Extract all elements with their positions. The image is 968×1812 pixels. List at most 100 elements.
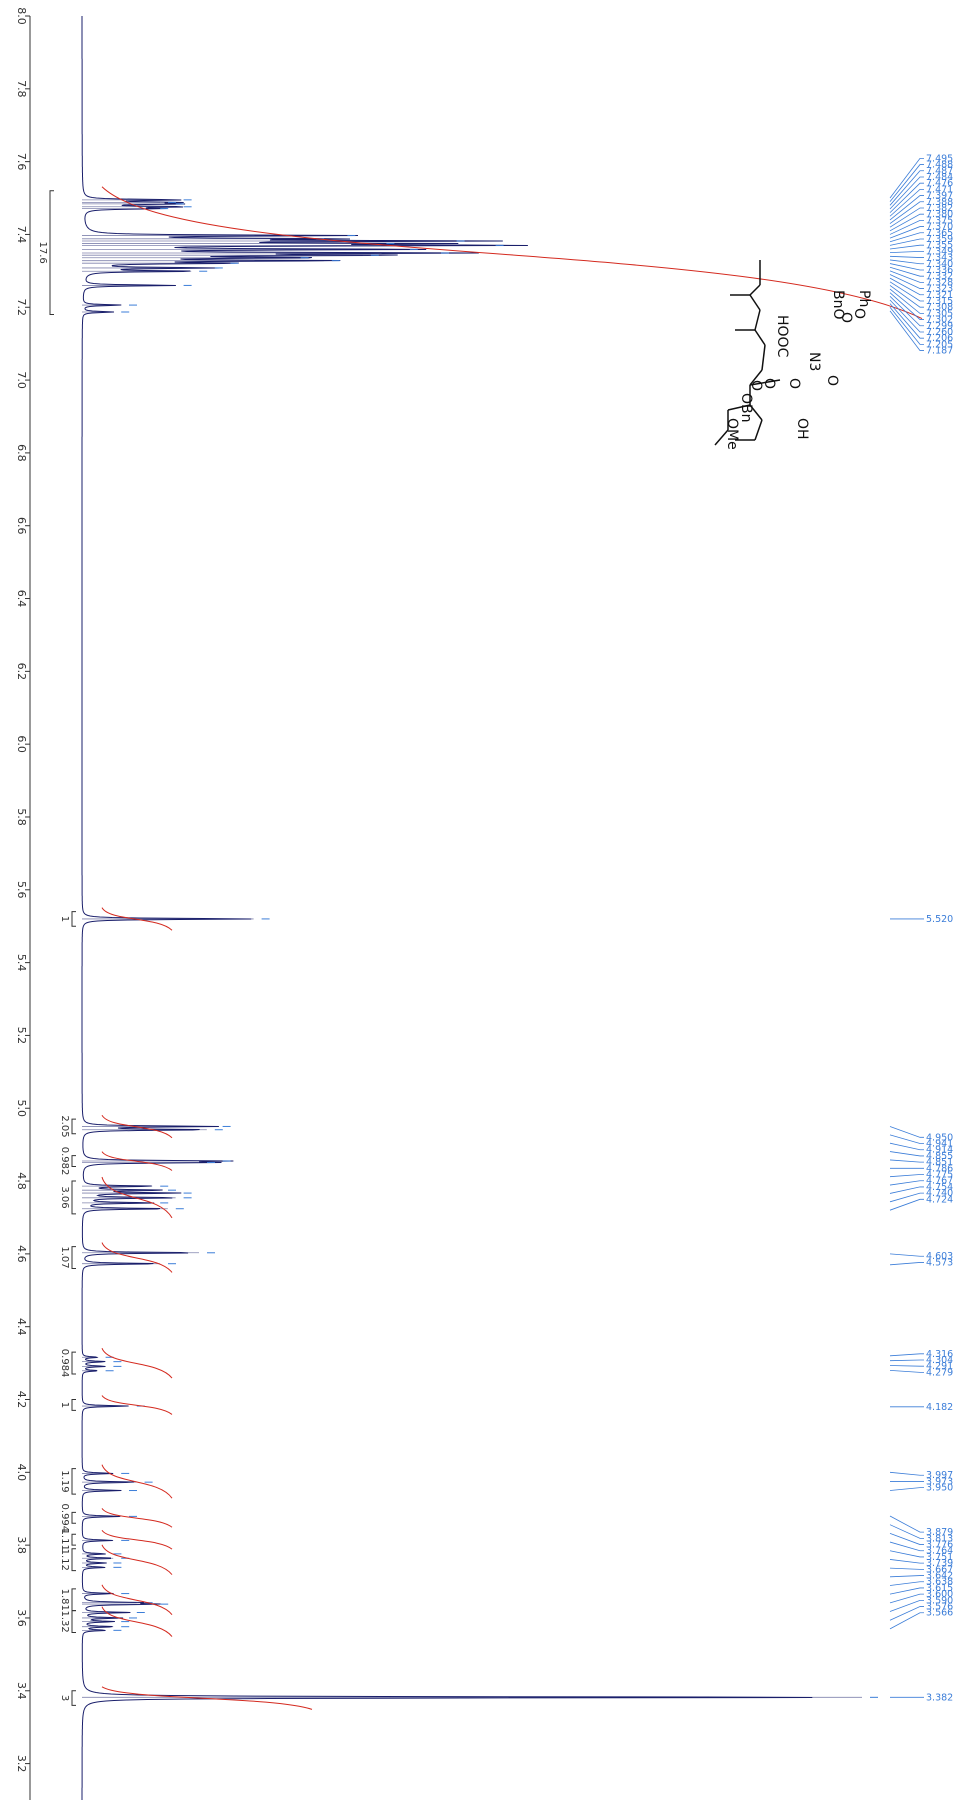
peak-leader bbox=[889, 263, 924, 271]
peak-leader bbox=[889, 1126, 924, 1138]
tick-label: 6.8 bbox=[15, 444, 28, 462]
peak-leader bbox=[889, 1524, 924, 1539]
peak-label: 3.615 bbox=[926, 1583, 953, 1594]
peak-leader bbox=[889, 1359, 924, 1362]
peak-label: 7.382 bbox=[926, 203, 953, 214]
peak-label: 7.302 bbox=[926, 315, 953, 326]
integral-curve bbox=[101, 186, 923, 319]
peak-leader bbox=[889, 1606, 924, 1621]
structure-label: O bbox=[786, 378, 802, 389]
structure-label: OH bbox=[794, 418, 810, 440]
peak-label: 3.739 bbox=[926, 1558, 953, 1569]
integral-value: 17.6 bbox=[37, 242, 48, 264]
ppm-axis: 8.0 7.8 7.6 7.4 7.2 7.0 6.8 6.6 6.4 6.2 6.0 5.8 5.6 5… bbox=[15, 7, 31, 1800]
peak-label: 7.328 bbox=[926, 277, 953, 288]
integral-curve bbox=[101, 1606, 173, 1637]
integral-bracket bbox=[71, 1246, 76, 1269]
integral-value: 0.994 bbox=[59, 1504, 70, 1533]
structure-label: Ph bbox=[856, 290, 872, 307]
integral-value: 3.06 bbox=[59, 1186, 70, 1208]
peak-leader bbox=[889, 307, 924, 345]
peak-label: 4.851 bbox=[926, 1157, 953, 1168]
peak-leader bbox=[889, 310, 924, 351]
peak-leader bbox=[889, 1151, 924, 1157]
peak-label: 3.973 bbox=[926, 1476, 953, 1487]
peak-leader bbox=[889, 219, 924, 235]
structure-label: O bbox=[838, 312, 854, 323]
peak-label: 7.323 bbox=[926, 284, 953, 295]
integral-value: 1.07 bbox=[59, 1246, 70, 1268]
peak-label: 3.776 bbox=[926, 1540, 953, 1551]
peak-leader bbox=[889, 238, 924, 246]
peak-label: 4.950 bbox=[926, 1132, 953, 1143]
integral-curve bbox=[101, 1395, 173, 1415]
peak-leader bbox=[889, 1533, 924, 1545]
peak-leader bbox=[889, 1559, 924, 1564]
peak-leader bbox=[889, 1142, 924, 1151]
peak-leader bbox=[889, 1365, 924, 1367]
peak-label: 7.187 bbox=[926, 346, 953, 357]
peak-leader bbox=[889, 1471, 924, 1476]
peak-label: 7.205 bbox=[926, 339, 953, 350]
tick-label: 6.0 bbox=[15, 735, 28, 753]
peak-label: 3.879 bbox=[926, 1527, 953, 1538]
structure-label: BnO bbox=[830, 290, 846, 320]
tick-label: 5.0 bbox=[15, 1099, 28, 1117]
tick-label: 3.4 bbox=[15, 1682, 28, 1700]
peak-label: 7.299 bbox=[926, 321, 953, 332]
integral-value: 1 bbox=[59, 916, 70, 922]
peak-leader bbox=[889, 299, 924, 333]
peak-label: 4.724 bbox=[926, 1194, 953, 1205]
integral-curve bbox=[101, 1544, 173, 1575]
peak-leader bbox=[889, 285, 924, 308]
peak-label: 3.667 bbox=[926, 1564, 953, 1575]
integral-value: 1.32 bbox=[59, 1610, 70, 1632]
peak-leader bbox=[889, 259, 924, 265]
peak-leader bbox=[889, 1180, 924, 1186]
integral-bracket bbox=[71, 1399, 76, 1411]
tick-label: 6.6 bbox=[15, 517, 28, 535]
tick-label: 7.8 bbox=[15, 80, 28, 98]
integral-bracket bbox=[71, 1351, 76, 1375]
peak-leader bbox=[889, 188, 924, 217]
tick-label: 7.0 bbox=[15, 371, 28, 389]
peak-leader bbox=[889, 250, 924, 254]
integral-curves bbox=[101, 186, 923, 1710]
integral-value: 2.05 bbox=[59, 1115, 70, 1137]
chemical-structure: Ph O O BnO N3 O O HOOC O OH OBn O OMe bbox=[714, 260, 872, 450]
peak-leader bbox=[889, 1581, 924, 1586]
integral-bracket bbox=[71, 1610, 76, 1634]
integral-bracket bbox=[71, 1548, 76, 1572]
peak-leader bbox=[889, 1550, 924, 1558]
peak-leader bbox=[889, 1541, 924, 1552]
peak-leader bbox=[889, 207, 924, 228]
tick-label: 5.8 bbox=[15, 808, 28, 826]
integral-curve bbox=[101, 1529, 173, 1550]
peak-leader bbox=[889, 1174, 924, 1178]
peak-label: 7.476 bbox=[926, 178, 953, 189]
peak-leader bbox=[889, 195, 924, 221]
peak-leader bbox=[889, 182, 924, 213]
peak-label: 4.316 bbox=[926, 1349, 953, 1360]
peak-label: 3.382 bbox=[926, 1692, 953, 1703]
peak-leader bbox=[889, 170, 924, 206]
peak-leader bbox=[889, 1198, 924, 1211]
peak-label: 7.315 bbox=[926, 296, 953, 307]
peak-leader bbox=[889, 1567, 924, 1570]
peak-label: 7.355 bbox=[926, 240, 953, 251]
peak-label: 7.206 bbox=[926, 333, 953, 344]
peak-label: 7.349 bbox=[926, 246, 953, 257]
tick-label: 6.2 bbox=[15, 663, 28, 681]
peak-label: 7.340 bbox=[926, 259, 953, 270]
integral-curve bbox=[101, 1176, 173, 1219]
tick-label: 6.4 bbox=[15, 590, 28, 608]
integral-curve bbox=[101, 1508, 173, 1528]
integral-curve bbox=[101, 1584, 173, 1615]
peak-leader bbox=[889, 1186, 924, 1194]
tick-label: 3.2 bbox=[15, 1755, 28, 1773]
peak-label: 3.997 bbox=[926, 1470, 953, 1481]
peak-label: 7.343 bbox=[926, 253, 953, 264]
structure-label: N3 bbox=[806, 352, 822, 371]
spectrum-trace bbox=[81, 16, 878, 1800]
peak-label: 7.471 bbox=[926, 184, 953, 195]
